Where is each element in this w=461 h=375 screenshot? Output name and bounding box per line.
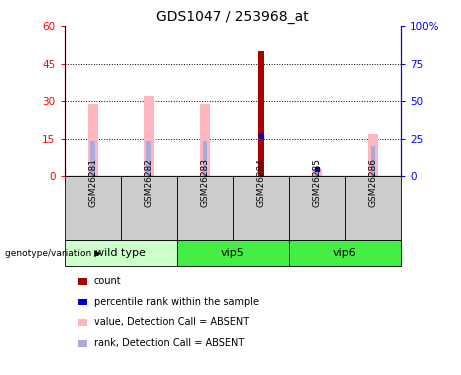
Text: wild type: wild type	[95, 248, 146, 258]
Text: value, Detection Call = ABSENT: value, Detection Call = ABSENT	[94, 318, 248, 327]
Bar	[177, 176, 233, 240]
Bar	[200, 104, 210, 176]
Bar	[258, 51, 264, 176]
Bar	[368, 134, 378, 176]
Bar	[289, 176, 345, 240]
Bar	[147, 141, 151, 176]
Text: GSM26282: GSM26282	[144, 158, 153, 207]
Bar	[202, 141, 207, 176]
Text: GSM26283: GSM26283	[200, 158, 209, 207]
Text: GSM26281: GSM26281	[88, 158, 97, 207]
Text: vip6: vip6	[333, 248, 357, 258]
Text: GSM26285: GSM26285	[313, 158, 321, 207]
Text: percentile rank within the sample: percentile rank within the sample	[94, 297, 259, 307]
Bar	[345, 176, 401, 240]
Bar	[259, 136, 263, 176]
Bar	[233, 176, 289, 240]
Bar	[371, 146, 375, 176]
Bar	[65, 176, 121, 240]
Bar	[144, 96, 154, 176]
Bar	[177, 240, 289, 266]
Text: vip5: vip5	[221, 248, 245, 258]
Title: GDS1047 / 253968_at: GDS1047 / 253968_at	[156, 10, 309, 24]
Bar	[315, 171, 319, 176]
Bar	[121, 176, 177, 240]
Bar	[289, 240, 401, 266]
Bar	[88, 104, 98, 176]
Bar	[90, 141, 95, 176]
Text: count: count	[94, 276, 121, 286]
Text: GSM26286: GSM26286	[368, 158, 378, 207]
Text: GSM26284: GSM26284	[256, 158, 266, 207]
Bar	[312, 169, 322, 176]
Text: genotype/variation ▶: genotype/variation ▶	[5, 249, 100, 258]
Text: rank, Detection Call = ABSENT: rank, Detection Call = ABSENT	[94, 338, 244, 348]
Bar	[65, 240, 177, 266]
